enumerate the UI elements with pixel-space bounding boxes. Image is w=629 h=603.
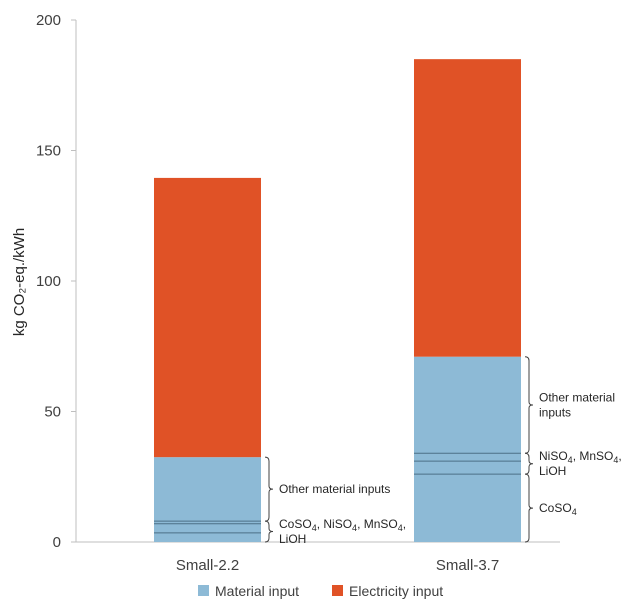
legend: Material input Electricity input [198,583,443,599]
x-tick-label: Small-2.2 [176,557,239,574]
bar-material-2 [414,356,521,542]
y-tick-label: 50 [44,404,61,421]
x-axis-labels: Small-2.2 Small-3.7 [176,557,499,574]
bar-electricity-1 [154,177,261,458]
legend-label-material: Material input [215,583,299,599]
y-axis-label: kg CO₂-eq./kWh [11,228,28,336]
annotation-label: NiSO4, MnSO4, [539,449,622,465]
legend-swatch-material [198,585,209,596]
y-tick-label: 150 [36,143,61,160]
annotation-label: Other material inputs [279,482,390,496]
annotation-brace [264,520,274,543]
annotation-brace [524,473,534,543]
annotation-label: Other material [539,390,615,404]
annotation-label: CoSO4 [539,501,577,517]
legend-label-electricity: Electricity input [349,583,443,599]
bars [154,59,521,542]
annotation-label: CoSO4, NiSO4, MnSO4, [279,517,406,533]
x-tick-label: Small-3.7 [436,557,499,574]
annotation-brace [264,456,274,522]
bar-material-1 [154,457,261,542]
annotation-brace [524,356,534,454]
annotation-label: inputs [539,405,571,419]
y-tick-label: 100 [36,273,61,290]
annotation-label: LiOH [279,532,306,546]
bar-electricity-2 [414,59,521,357]
annotation-brace [524,452,534,475]
annotations: Other material inputs CoSO4, NiSO4, MnSO4… [264,356,622,546]
legend-swatch-electricity [332,585,343,596]
y-tick-label: 200 [36,12,61,29]
y-tick-label: 0 [53,534,61,551]
annotation-label: LiOH [539,464,566,478]
